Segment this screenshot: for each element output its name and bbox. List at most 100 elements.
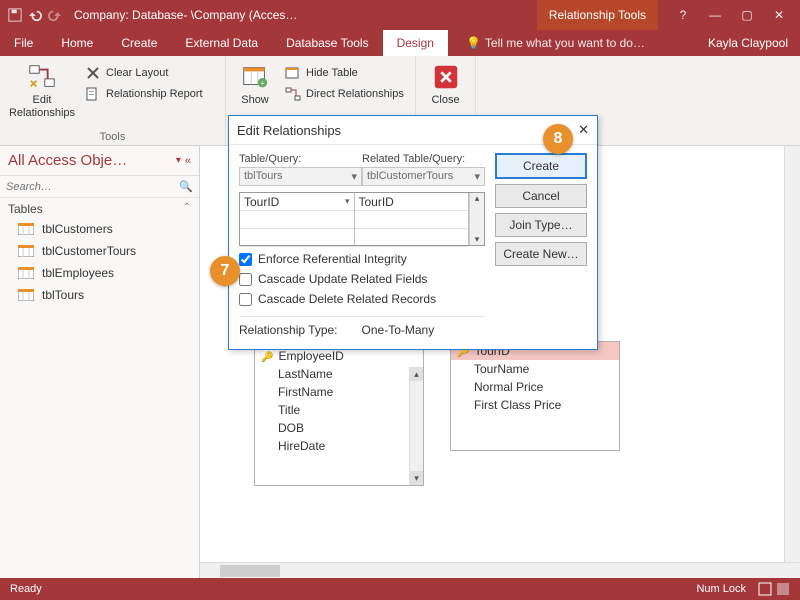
tab-database-tools[interactable]: Database Tools	[272, 30, 383, 56]
save-icon[interactable]	[8, 8, 22, 22]
clear-layout-icon	[85, 65, 101, 81]
relationship-report-button[interactable]: Relationship Report	[82, 85, 206, 103]
clear-layout-button[interactable]: Clear Layout	[82, 64, 206, 82]
lightbulb-icon: 💡	[466, 36, 481, 50]
hide-table-button[interactable]: Hide Table	[282, 64, 407, 82]
restore-button[interactable]: ▢	[740, 8, 754, 22]
relationship-report-icon	[85, 86, 101, 102]
tab-design[interactable]: Design	[383, 30, 448, 56]
horizontal-scrollbar[interactable]	[200, 562, 800, 578]
tablequery-label: Table/Query:	[239, 153, 362, 165]
cascade-update-input[interactable]	[239, 273, 252, 286]
enforce-ri-input[interactable]	[239, 253, 252, 266]
hide-table-icon	[285, 65, 301, 81]
status-ready: Ready	[10, 583, 42, 595]
titlebar: Company: Database- \Company (Acces… Rela…	[0, 0, 800, 30]
enforce-ri-checkbox[interactable]: Enforce Referential Integrity	[239, 252, 485, 266]
nav-item-label: tblCustomerTours	[42, 244, 136, 258]
signed-in-user[interactable]: Kayla Claypool	[696, 30, 800, 56]
nav-item-label: tblCustomers	[42, 222, 113, 236]
view-datasheet-icon[interactable]	[758, 582, 772, 596]
dialog-close-icon[interactable]: ✕	[578, 122, 589, 138]
tell-me-box[interactable]: 💡 Tell me what you want to do…	[448, 30, 696, 56]
navpane-collapse-icon[interactable]: «	[185, 155, 191, 167]
cascade-delete-input[interactable]	[239, 293, 252, 306]
tab-file[interactable]: File	[0, 30, 47, 56]
status-numlock: Num Lock	[696, 583, 746, 595]
undo-icon[interactable]	[28, 8, 42, 22]
chevron-down-icon: ▾	[474, 170, 480, 183]
create-button[interactable]: Create	[495, 153, 587, 179]
window-title: Company: Database- \Company (Acces…	[62, 8, 537, 22]
view-design-icon[interactable]	[776, 582, 790, 596]
nav-item[interactable]: tblCustomers	[0, 218, 199, 240]
status-bar: Ready Num Lock	[0, 578, 800, 600]
cascade-update-label: Cascade Update Related Fields	[258, 272, 427, 286]
fieldlist-row[interactable]: LastName	[255, 365, 423, 383]
join-type-button[interactable]: Join Type…	[495, 213, 587, 237]
search-icon[interactable]: 🔍	[179, 180, 193, 193]
field-pair-grid[interactable]: TourID ▾ TourID ▴▾	[239, 192, 485, 246]
close-icon	[431, 62, 461, 92]
callout-7: 7	[210, 256, 240, 286]
left-table-combo[interactable]: tblTours▾	[239, 167, 362, 186]
context-tab-label: Relationship Tools	[537, 0, 658, 30]
minimize-button[interactable]: —	[708, 8, 722, 22]
close-window-button[interactable]: ✕	[772, 8, 786, 22]
vertical-scrollbar[interactable]	[784, 146, 800, 562]
edit-relationships-label: Edit Relationships	[9, 94, 75, 119]
fieldlist-row[interactable]: TourName	[451, 360, 619, 378]
svg-text:+: +	[260, 78, 265, 87]
redo-icon[interactable]	[48, 8, 62, 22]
grid-scrollbar[interactable]: ▴▾	[469, 193, 484, 245]
related-tablequery-label: Related Table/Query:	[362, 153, 485, 165]
fieldlist-scrollbar[interactable]: ▴▾	[409, 367, 423, 485]
direct-relationships-icon	[285, 86, 301, 102]
tab-create[interactable]: Create	[107, 30, 171, 56]
fieldlist-row[interactable]: Title	[255, 401, 423, 419]
edit-relationships-dialog: Edit Relationships ? ✕ Table/Query: Rela…	[228, 115, 598, 350]
show-table-button[interactable]: + Show	[234, 60, 276, 109]
direct-relationships-button[interactable]: Direct Relationships	[282, 85, 407, 103]
cascade-update-checkbox[interactable]: Cascade Update Related Fields	[239, 272, 485, 286]
fieldlist-row[interactable]: Normal Price	[451, 378, 619, 396]
nav-item[interactable]: tblEmployees	[0, 262, 199, 284]
nav-item[interactable]: tblTours	[0, 284, 199, 306]
table-icon	[18, 245, 34, 257]
relationship-type-label: Relationship Type:	[239, 323, 338, 337]
navigation-pane: All Access Obje… ▾ « 🔍 Tables ⌃ tblCusto…	[0, 146, 200, 578]
show-table-icon: +	[240, 62, 270, 92]
fieldlist-row[interactable]: DOB	[255, 419, 423, 437]
tab-external-data[interactable]: External Data	[171, 30, 272, 56]
fieldlist-employees[interactable]: EmployeeIDLastNameFirstNameTitleDOBHireD…	[254, 346, 424, 486]
nav-item[interactable]: tblCustomerTours	[0, 240, 199, 262]
show-table-label: Show	[241, 94, 269, 107]
tab-home[interactable]: Home	[47, 30, 107, 56]
fieldlist-tours[interactable]: TourID TourNameNormal PriceFirst Class P…	[450, 341, 620, 451]
nav-item-label: tblTours	[42, 288, 84, 302]
close-design-label: Close	[431, 94, 459, 107]
nav-group-title[interactable]: Tables	[8, 202, 43, 216]
navpane-dropdown-icon[interactable]: ▾	[176, 155, 181, 167]
edit-relationships-button[interactable]: Edit Relationships	[8, 60, 76, 121]
cascade-delete-checkbox[interactable]: Cascade Delete Related Records	[239, 292, 485, 306]
nav-group-collapse-icon[interactable]: ⌃	[183, 202, 191, 213]
direct-relationships-label: Direct Relationships	[306, 88, 404, 100]
left-field-cell[interactable]: TourID	[244, 195, 279, 209]
navpane-title: All Access Obje…	[8, 152, 127, 169]
chevron-down-icon[interactable]: ▾	[345, 196, 350, 207]
table-icon	[18, 267, 34, 279]
help-icon[interactable]: ?	[676, 8, 690, 22]
create-new-button[interactable]: Create New…	[495, 242, 587, 266]
fieldlist-row[interactable]: HireDate	[255, 437, 423, 455]
nav-item-label: tblEmployees	[42, 266, 114, 280]
close-design-button[interactable]: Close	[424, 60, 467, 109]
cancel-button[interactable]: Cancel	[495, 184, 587, 208]
clear-layout-label: Clear Layout	[106, 67, 168, 79]
fieldlist-row[interactable]: FirstName	[255, 383, 423, 401]
fieldlist-row[interactable]: First Class Price	[451, 396, 619, 414]
navpane-search-input[interactable]	[6, 181, 179, 193]
table-icon	[18, 289, 34, 301]
right-table-combo[interactable]: tblCustomerTours▾	[362, 167, 485, 186]
right-field-cell[interactable]: TourID	[359, 195, 394, 209]
